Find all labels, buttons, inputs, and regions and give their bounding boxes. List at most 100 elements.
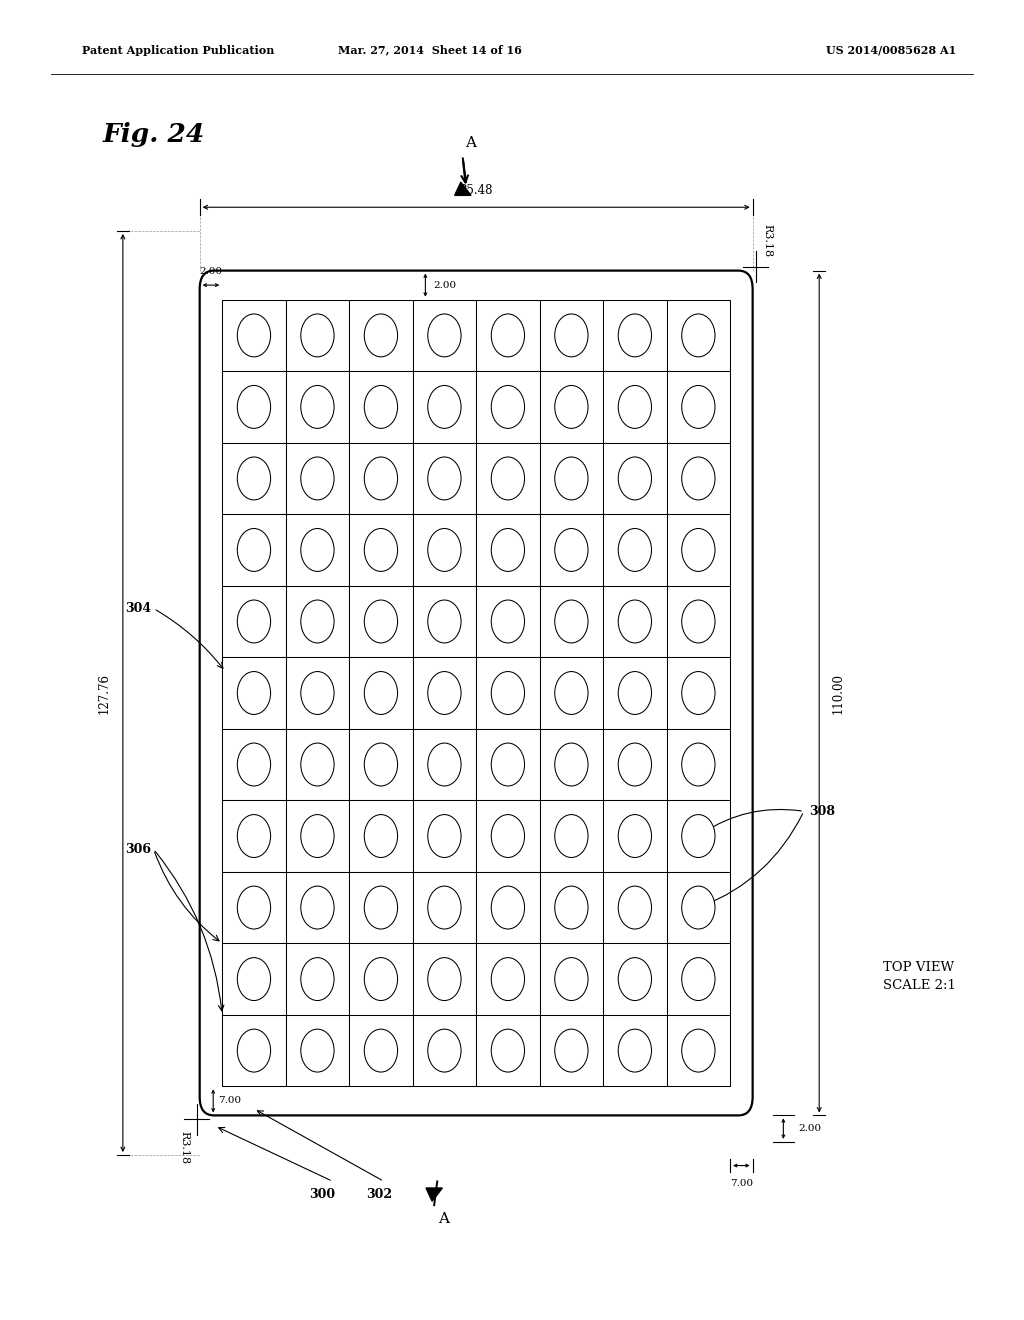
Circle shape (238, 886, 270, 929)
Bar (540, 871, 603, 944)
Circle shape (428, 743, 461, 785)
Bar (413, 657, 476, 729)
Text: R3.18: R3.18 (179, 1131, 189, 1164)
Circle shape (365, 528, 397, 572)
Bar (349, 586, 413, 657)
Bar (413, 1015, 476, 1086)
Bar (603, 800, 667, 871)
Circle shape (301, 886, 334, 929)
Bar (286, 442, 349, 515)
Circle shape (492, 528, 524, 572)
Bar (667, 944, 730, 1015)
Bar (349, 442, 413, 515)
Text: 7.00: 7.00 (730, 1179, 753, 1188)
Circle shape (618, 314, 651, 356)
Bar (413, 871, 476, 944)
Bar (222, 800, 286, 871)
Text: 2.00: 2.00 (799, 1125, 822, 1133)
Bar (476, 515, 540, 586)
Bar (222, 442, 286, 515)
Bar (667, 442, 730, 515)
Circle shape (492, 314, 524, 356)
Text: 304: 304 (125, 602, 152, 615)
Bar (667, 300, 730, 371)
Bar (349, 871, 413, 944)
Circle shape (682, 385, 715, 429)
Bar (476, 657, 540, 729)
Bar (540, 657, 603, 729)
Bar (349, 800, 413, 871)
Circle shape (555, 528, 588, 572)
Circle shape (682, 457, 715, 500)
Text: 308: 308 (809, 805, 835, 818)
Bar (222, 1015, 286, 1086)
Bar (413, 515, 476, 586)
Text: R3.18: R3.18 (763, 224, 773, 257)
Polygon shape (426, 1188, 442, 1201)
Circle shape (301, 743, 334, 785)
Text: TOP VIEW
SCALE 2:1: TOP VIEW SCALE 2:1 (883, 961, 955, 993)
Bar (286, 800, 349, 871)
Text: A: A (438, 1212, 449, 1226)
Text: 85.48: 85.48 (460, 183, 493, 197)
Circle shape (428, 957, 461, 1001)
Bar (476, 1015, 540, 1086)
Bar (540, 371, 603, 442)
Bar (349, 657, 413, 729)
Bar (222, 515, 286, 586)
Bar (476, 371, 540, 442)
Circle shape (492, 886, 524, 929)
Circle shape (238, 1030, 270, 1072)
Circle shape (428, 601, 461, 643)
Text: 302: 302 (366, 1188, 392, 1201)
Circle shape (555, 1030, 588, 1072)
Circle shape (618, 743, 651, 785)
Bar (286, 586, 349, 657)
Bar (603, 944, 667, 1015)
Bar (413, 442, 476, 515)
Bar (413, 371, 476, 442)
Circle shape (301, 457, 334, 500)
Bar (286, 871, 349, 944)
Bar (667, 586, 730, 657)
Circle shape (682, 1030, 715, 1072)
Bar (349, 371, 413, 442)
Circle shape (618, 457, 651, 500)
Bar (413, 300, 476, 371)
Circle shape (365, 314, 397, 356)
Text: 7.00: 7.00 (218, 1097, 242, 1105)
Bar (667, 371, 730, 442)
Circle shape (555, 743, 588, 785)
Circle shape (618, 957, 651, 1001)
Circle shape (555, 672, 588, 714)
Bar (286, 944, 349, 1015)
Circle shape (365, 743, 397, 785)
Circle shape (428, 886, 461, 929)
Circle shape (238, 672, 270, 714)
Circle shape (238, 457, 270, 500)
Bar (349, 1015, 413, 1086)
Circle shape (428, 385, 461, 429)
Bar (286, 300, 349, 371)
Bar (286, 515, 349, 586)
Bar (413, 800, 476, 871)
Bar (222, 729, 286, 800)
Circle shape (492, 957, 524, 1001)
Circle shape (492, 457, 524, 500)
Circle shape (555, 957, 588, 1001)
Circle shape (492, 743, 524, 785)
Circle shape (301, 528, 334, 572)
Circle shape (238, 814, 270, 858)
Circle shape (492, 1030, 524, 1072)
Bar (413, 586, 476, 657)
Bar (476, 442, 540, 515)
Circle shape (238, 528, 270, 572)
Circle shape (301, 385, 334, 429)
Bar (222, 586, 286, 657)
Text: 110.00: 110.00 (831, 672, 845, 714)
Circle shape (365, 957, 397, 1001)
Text: Patent Application Publication: Patent Application Publication (82, 45, 274, 55)
Circle shape (365, 672, 397, 714)
Text: 2.00: 2.00 (433, 281, 457, 289)
Circle shape (618, 528, 651, 572)
